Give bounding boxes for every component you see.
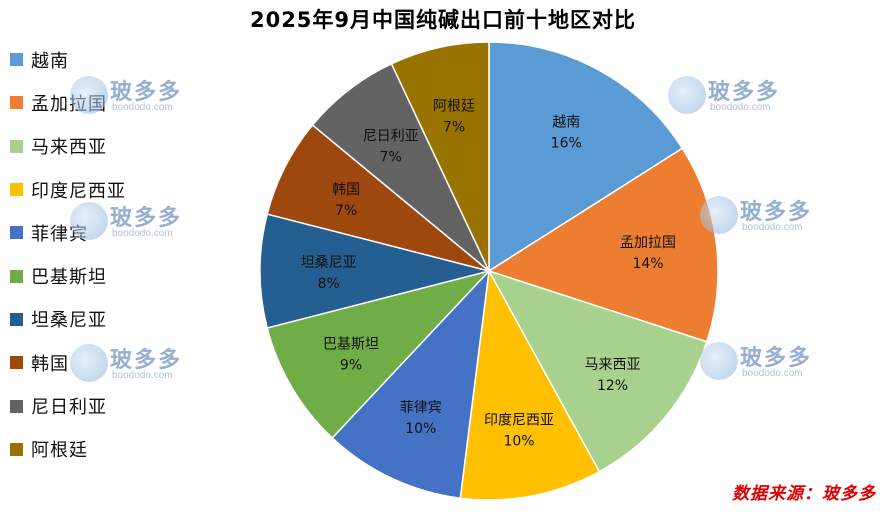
- legend-label: 巴基斯坦: [31, 267, 107, 289]
- slice-category-label: 坦桑尼亚: [301, 255, 357, 271]
- slice-value-label: 10%: [405, 421, 436, 437]
- slice-category-label: 巴基斯坦: [323, 336, 379, 353]
- legend-label: 越南: [31, 50, 69, 72]
- legend-swatch: [10, 442, 23, 456]
- source-note: 数据来源：玻多多: [732, 484, 876, 504]
- legend-label: 阿根廷: [31, 440, 88, 462]
- legend-label: 韩国: [31, 353, 69, 375]
- slice-value-label: 7%: [335, 203, 357, 219]
- slice-value-label: 10%: [503, 433, 534, 449]
- slice-category-label: 尼日利亚: [363, 128, 419, 144]
- legend-item: 印度尼西亚: [10, 168, 126, 211]
- pie-slice: [459, 268, 601, 501]
- pie-slice: [390, 41, 490, 272]
- watermark-logo-icon: [70, 76, 108, 114]
- legend-swatch: [10, 96, 23, 110]
- legend-swatch: [10, 226, 23, 240]
- legend-item: 阿根廷: [10, 428, 126, 471]
- watermark-logo-icon: [700, 196, 738, 234]
- watermark-logo-icon: [668, 76, 706, 114]
- legend-item: 坦桑尼亚: [10, 298, 126, 341]
- watermark: 玻多多 boododo.com: [70, 72, 200, 122]
- pie-slice: [259, 213, 490, 329]
- watermark-logo-icon: [70, 344, 108, 382]
- legend-item: 韩国: [10, 341, 126, 384]
- legend-swatch: [10, 356, 23, 370]
- legend-item: 巴基斯坦: [10, 254, 126, 297]
- legend-item: 马来西亚: [10, 125, 126, 168]
- slice-category-label: 越南: [552, 115, 580, 131]
- legend-swatch: [10, 183, 23, 197]
- slice-value-label: 8%: [318, 276, 340, 292]
- legend-swatch: [10, 269, 23, 283]
- watermark: 玻多多 boododo.com: [70, 198, 200, 248]
- pie-slice: [266, 269, 492, 439]
- slice-category-label: 印度尼西亚: [484, 412, 554, 428]
- legend-swatch: [10, 312, 23, 326]
- pie-slice: [488, 41, 684, 273]
- watermark: 玻多多 boododo.com: [70, 340, 200, 390]
- chart-legend: 越南 孟加拉国 马来西亚 印度尼西亚 菲律宾 巴基斯坦 坦桑尼亚 韩国 尼日利亚 阿根廷: [10, 38, 126, 471]
- legend-label: 尼日利亚: [31, 397, 107, 419]
- slice-category-label: 阿根廷: [433, 99, 475, 115]
- slice-value-label: 12%: [597, 378, 628, 394]
- watermark: 玻多多 boododo.com: [668, 72, 798, 122]
- slice-category-label: 孟加拉国: [620, 235, 676, 251]
- pie-slice: [487, 147, 719, 343]
- slice-value-label: 7%: [380, 149, 402, 165]
- watermark: 玻多多 boododo.com: [700, 338, 830, 388]
- legend-item: 越南: [10, 38, 126, 81]
- legend-swatch: [10, 53, 23, 67]
- legend-swatch: [10, 139, 23, 153]
- legend-label: 马来西亚: [31, 137, 107, 159]
- slice-value-label: 7%: [443, 120, 465, 136]
- legend-swatch: [10, 399, 23, 413]
- slice-category-label: 韩国: [332, 182, 360, 198]
- legend-item: 尼日利亚: [10, 384, 126, 427]
- slice-value-label: 14%: [632, 256, 663, 272]
- slice-category-label: 马来西亚: [585, 357, 641, 373]
- watermark: 玻多多 boododo.com: [700, 192, 830, 242]
- slice-value-label: 16%: [551, 136, 582, 152]
- watermark-logo-icon: [70, 202, 108, 240]
- pie-slice: [331, 268, 491, 500]
- legend-label: 印度尼西亚: [31, 180, 126, 202]
- chart-title: 2025年9月中国纯碱出口前十地区对比: [249, 8, 637, 32]
- legend-label: 坦桑尼亚: [31, 310, 107, 332]
- watermark-logo-icon: [700, 342, 738, 380]
- slice-value-label: 9%: [340, 358, 362, 374]
- slice-category-label: 菲律宾: [400, 400, 442, 416]
